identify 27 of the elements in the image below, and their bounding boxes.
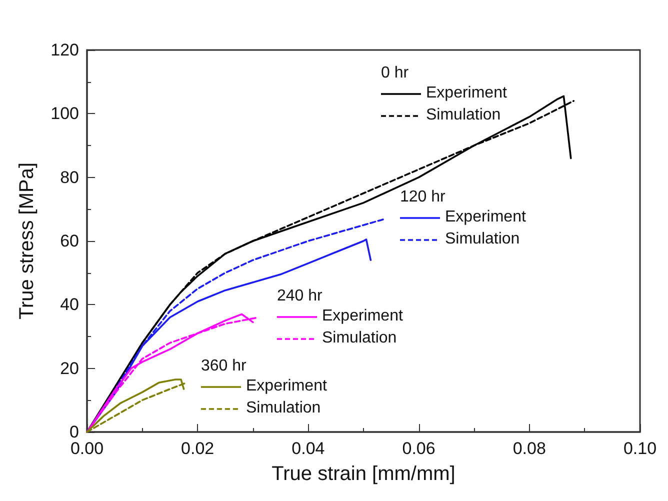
legend-label: Simulation xyxy=(426,106,501,124)
legend-label: Experiment xyxy=(445,208,526,226)
y-tick-label: 40 xyxy=(60,295,79,314)
annotation: 240 hr xyxy=(277,288,324,304)
legend-label: Experiment xyxy=(426,84,508,102)
x-tick-label: 0.00 xyxy=(70,439,104,458)
x-tick-label: 0.08 xyxy=(512,439,546,458)
legend-label: Simulation xyxy=(246,400,321,416)
x-tick-label: 0.06 xyxy=(402,439,436,458)
y-tick-label: 60 xyxy=(60,232,79,250)
annotation: 120 hr xyxy=(400,188,446,206)
legend-label: Simulation xyxy=(445,230,520,248)
y-tick-label: 80 xyxy=(60,168,79,187)
legend-label: Experiment xyxy=(322,308,404,324)
y-tick-label: 20 xyxy=(60,358,79,378)
x-tick-label: 0.04 xyxy=(292,439,325,458)
x-tick-label: 0.02 xyxy=(181,439,214,458)
y-tick-label: 100 xyxy=(50,104,79,124)
legend-label: Experiment xyxy=(246,378,328,394)
x-tick-label: 0.10 xyxy=(623,439,657,458)
annotation: 360 hr xyxy=(201,358,248,374)
y-axis-title: True stress [MPa] xyxy=(16,162,38,320)
x-axis-title: True strain [mm/mm] xyxy=(272,463,456,485)
legend-label: Simulation xyxy=(322,330,397,346)
annotation: 0 hr xyxy=(381,64,410,82)
y-tick-label: 0 xyxy=(70,422,79,442)
y-tick-label: 120 xyxy=(50,40,79,60)
